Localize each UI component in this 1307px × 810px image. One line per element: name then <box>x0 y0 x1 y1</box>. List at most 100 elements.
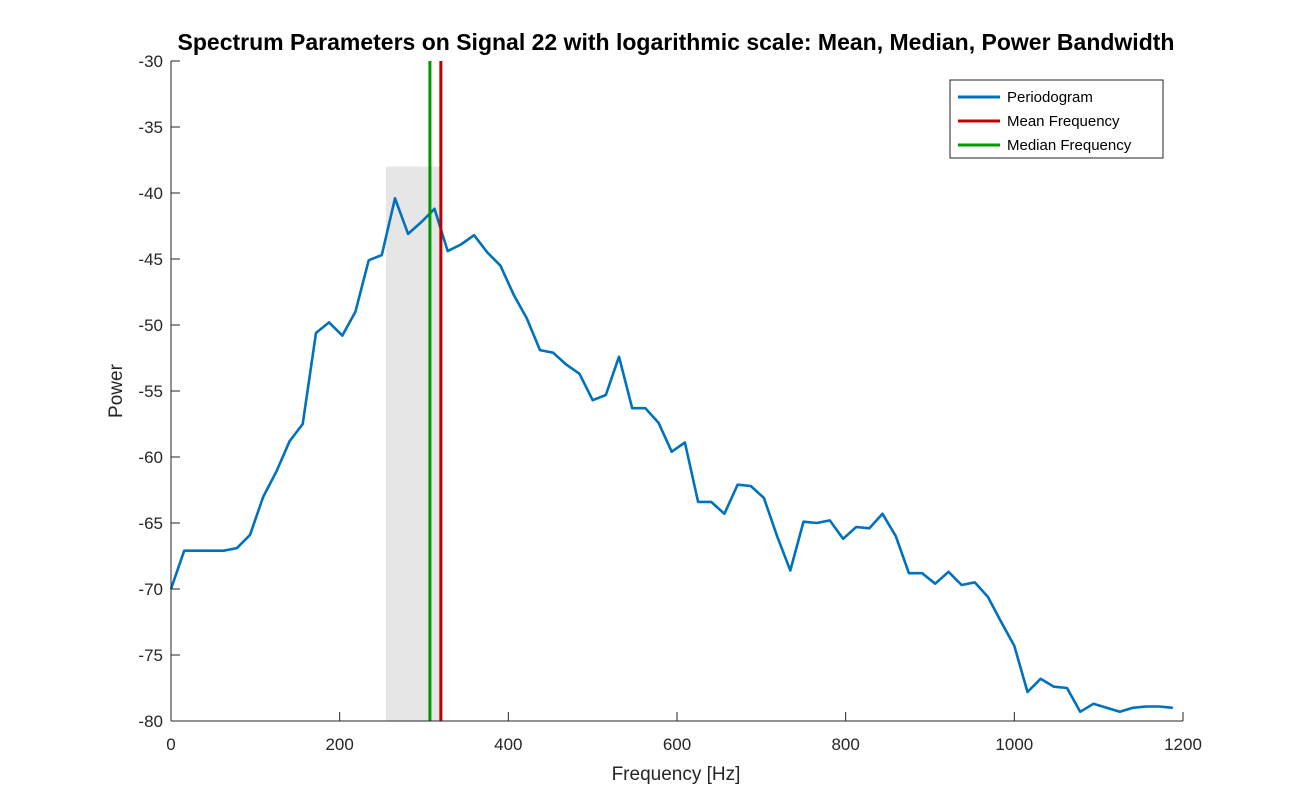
periodogram-point <box>1092 703 1095 705</box>
legend: Periodogram Mean Frequency Median Frequenc… <box>949 79 1164 159</box>
periodogram-point <box>815 522 818 524</box>
periodogram-point <box>829 519 831 522</box>
periodogram-point <box>578 373 581 375</box>
periodogram-point <box>670 450 673 453</box>
y-tick-label: -50 <box>138 316 163 335</box>
periodogram-point <box>262 495 265 498</box>
periodogram-point <box>367 259 370 262</box>
periodogram-point <box>802 520 805 523</box>
x-tick-label: 0 <box>166 735 175 754</box>
y-tick-label: -40 <box>138 184 163 203</box>
periodogram-point <box>618 355 620 358</box>
y-tick-label: -80 <box>138 712 163 731</box>
periodogram-point <box>697 501 699 503</box>
periodogram-point <box>275 470 278 473</box>
periodogram-point <box>315 332 317 334</box>
periodogram-point <box>921 572 923 574</box>
periodogram-point <box>1171 707 1174 709</box>
periodogram-point <box>842 538 844 540</box>
periodogram-point <box>1013 644 1016 647</box>
y-tick-label: -60 <box>138 448 163 467</box>
periodogram-point <box>539 349 541 351</box>
legend-label: Median Frequency <box>1007 137 1132 154</box>
periodogram-point <box>196 549 199 552</box>
periodogram-point <box>973 581 976 584</box>
y-tick-label: -35 <box>138 118 163 137</box>
periodogram-point <box>987 596 989 598</box>
x-tick-label: 200 <box>325 735 353 754</box>
periodogram-point <box>684 441 686 444</box>
periodogram-point <box>499 264 502 267</box>
periodogram-point <box>183 549 185 552</box>
periodogram-line <box>169 197 1173 714</box>
periodogram-point <box>1053 685 1055 688</box>
periodogram-point <box>394 197 396 200</box>
periodogram-point <box>1026 691 1029 693</box>
periodogram-point <box>236 547 238 549</box>
periodogram-point <box>473 234 475 237</box>
periodogram-point <box>763 497 765 499</box>
y-tick-label: -75 <box>138 646 163 665</box>
x-tick-label: 400 <box>494 735 522 754</box>
y-tick-label: -65 <box>138 514 163 533</box>
periodogram-point <box>1039 677 1042 680</box>
periodogram-point <box>644 407 647 409</box>
periodogram-point <box>381 254 383 256</box>
periodogram-point <box>328 321 330 324</box>
periodogram-point <box>407 233 409 235</box>
power-bandwidth-region <box>386 166 441 722</box>
periodogram-point <box>749 485 752 487</box>
x-tick-label: 1200 <box>1164 735 1202 754</box>
periodogram-point <box>512 293 515 296</box>
y-tick-label: -30 <box>138 52 163 71</box>
periodogram-point <box>460 243 462 246</box>
periodogram-point <box>1105 707 1108 709</box>
periodogram-point <box>894 535 897 537</box>
periodogram-point <box>591 399 594 402</box>
periodogram-point <box>433 208 436 210</box>
periodogram-point <box>1158 705 1161 708</box>
y-axis-label: Power <box>106 363 127 418</box>
periodogram-point <box>789 569 792 572</box>
periodogram-point <box>446 250 449 252</box>
chart-title: Spectrum Parameters on Signal 22 with lo… <box>178 29 1175 55</box>
periodogram-point <box>1079 710 1081 713</box>
periodogram-point <box>565 363 568 366</box>
periodogram-point <box>249 534 251 536</box>
periodogram-point <box>881 512 884 515</box>
x-axis-label: Frequency [Hz] <box>612 764 741 785</box>
periodogram-point <box>1000 621 1002 623</box>
periodogram-point <box>1066 687 1068 689</box>
periodogram-point <box>710 501 713 503</box>
periodogram-point <box>855 526 858 528</box>
periodogram-point <box>934 582 937 585</box>
legend-label: Mean Frequency <box>1007 113 1120 130</box>
periodogram-point <box>1132 707 1134 709</box>
x-tick-label: 600 <box>663 735 691 754</box>
periodogram-point <box>222 549 225 552</box>
periodogram-point <box>960 584 963 586</box>
y-tick-label: -45 <box>138 250 163 269</box>
periodogram-point <box>301 423 304 425</box>
periodogram-point <box>605 394 607 396</box>
periodogram-point <box>288 440 291 442</box>
x-tick-label: 1000 <box>995 735 1033 754</box>
legend-label: Periodogram <box>1007 89 1093 106</box>
periodogram-point <box>1118 710 1121 713</box>
periodogram-point <box>486 251 489 254</box>
periodogram-point <box>947 571 950 573</box>
y-tick-label: -70 <box>138 580 163 599</box>
periodogram-point <box>776 535 778 537</box>
periodogram-point <box>1145 705 1147 708</box>
periodogram-point <box>736 483 739 486</box>
periodogram-point <box>868 527 871 530</box>
periodogram-point <box>526 317 528 320</box>
periodogram-point <box>420 221 423 223</box>
periodogram-point <box>908 572 910 574</box>
periodogram-point <box>341 334 344 337</box>
periodogram-point <box>631 407 634 409</box>
y-tick-label: -55 <box>138 382 163 401</box>
periodogram-point <box>723 512 726 515</box>
periodogram-point <box>354 311 357 313</box>
